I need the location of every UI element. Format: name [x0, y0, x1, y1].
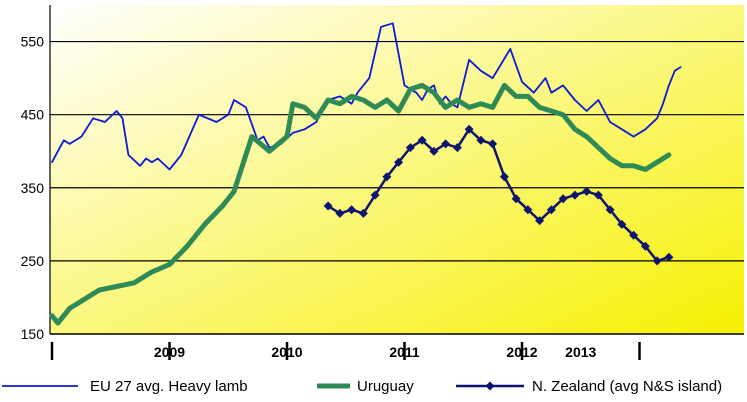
x-tick-label-2009: 2009 — [154, 344, 185, 360]
x-tick-label-2012: 2012 — [506, 344, 537, 360]
nz-point — [323, 201, 333, 211]
y-tick-label: 550 — [21, 34, 45, 50]
nz-point — [605, 205, 615, 215]
series-lines — [49, 22, 682, 326]
y-tick-label: 450 — [21, 107, 45, 123]
nz-point — [347, 205, 357, 215]
nz-point — [464, 124, 474, 134]
plot-area — [50, 5, 744, 334]
y-axis-labels: 150 250 350 450 550 — [21, 34, 45, 342]
nz-point — [629, 230, 639, 240]
nz-point — [358, 208, 368, 218]
nz-point — [652, 256, 662, 266]
nz-point — [640, 241, 650, 251]
x-tick-label-2013: 2013 — [565, 344, 596, 360]
x-tick-label-2010: 2010 — [271, 344, 302, 360]
nz-point — [405, 143, 415, 153]
legend-marker-nz — [485, 381, 495, 391]
nz-point — [593, 190, 603, 200]
nz-point — [382, 172, 392, 182]
nz-point — [558, 194, 568, 204]
series-line-eu — [51, 22, 682, 171]
nz-point — [394, 157, 404, 167]
nz-point — [664, 252, 674, 262]
y-tick-label: 250 — [21, 253, 45, 269]
series-line-uy — [49, 82, 672, 326]
legend-label-eu: EU 27 avg. Heavy lamb — [90, 378, 248, 395]
nz-point — [523, 205, 533, 215]
nz-point — [488, 139, 498, 149]
y-tick-label: 150 — [21, 326, 45, 342]
y-tick-label: 350 — [21, 180, 45, 196]
nz-point — [570, 190, 580, 200]
nz-point — [535, 216, 545, 226]
x-tick-label-2011: 2011 — [389, 344, 420, 360]
nz-point — [417, 135, 427, 145]
nz-point — [429, 146, 439, 156]
nz-point — [370, 190, 380, 200]
nz-point — [335, 208, 345, 218]
nz-point — [452, 143, 462, 153]
legend-label-nz: N. Zealand (avg N&S island) — [532, 378, 722, 395]
nz-point — [476, 135, 486, 145]
nz-point — [582, 186, 592, 196]
nz-point — [546, 205, 556, 215]
nz-point — [441, 139, 451, 149]
nz-point — [511, 194, 521, 204]
x-axis: 2009 2010 2011 2012 2013 — [49, 5, 744, 360]
nz-point — [617, 219, 627, 229]
legend: EU 27 avg. Heavy lamb Uruguay N. Zealand (… — [2, 378, 722, 395]
legend-label-uy: Uruguay — [357, 378, 414, 395]
nz-point — [499, 172, 509, 182]
